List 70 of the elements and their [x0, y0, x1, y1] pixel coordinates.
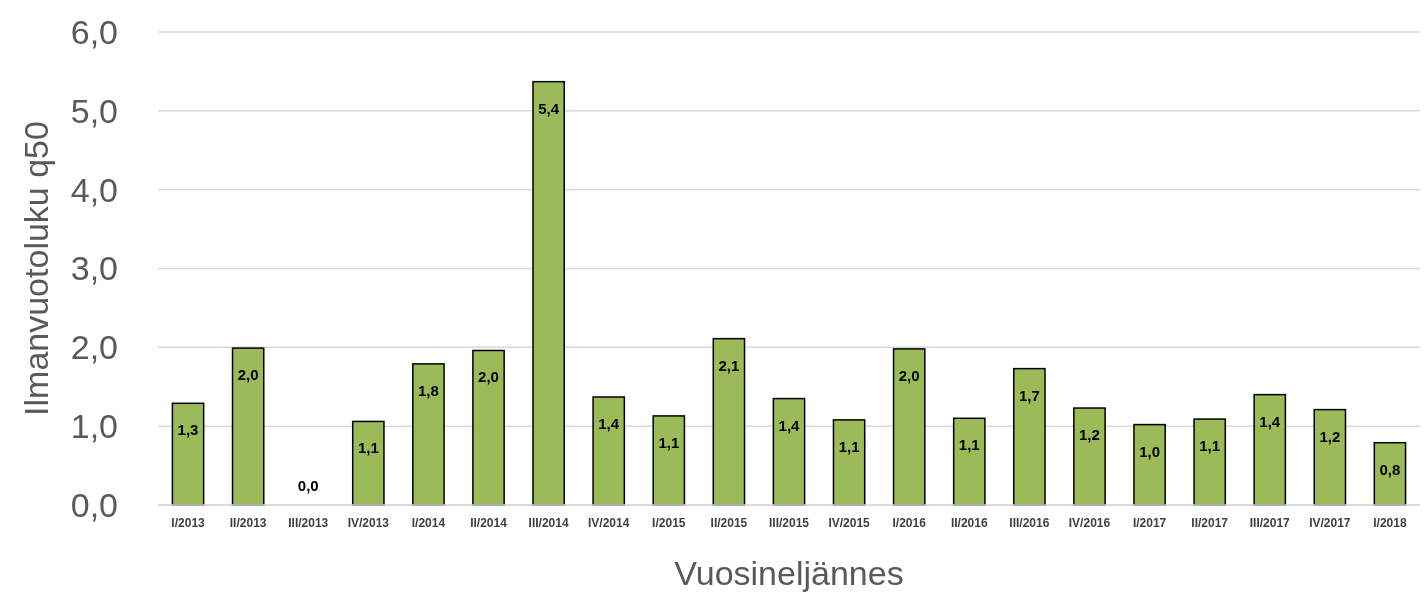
y-tick-label: 4,0 — [70, 170, 118, 209]
x-tick-label: III/2017 — [1249, 516, 1291, 530]
x-tick-label: I/2015 — [652, 516, 686, 530]
y-tick-label: 1,0 — [70, 407, 118, 446]
x-tick-label: IV/2017 — [1309, 516, 1351, 530]
data-label: 1,1 — [958, 436, 980, 454]
bar — [472, 349, 505, 506]
x-tick-label: II/2016 — [950, 516, 988, 530]
y-axis-title: Ilmanvuotoluku q50 — [17, 121, 55, 416]
bar — [892, 348, 926, 506]
data-label: 1,2 — [1319, 427, 1341, 445]
data-label: 0,0 — [297, 477, 319, 494]
x-tick-label: IV/2016 — [1068, 516, 1111, 530]
data-label: 1,1 — [1199, 437, 1221, 455]
data-label: 2,0 — [898, 366, 920, 384]
bar — [231, 347, 265, 506]
data-label: 1,4 — [778, 416, 801, 434]
bar — [171, 402, 205, 506]
x-tick-label: I/2017 — [1132, 516, 1167, 530]
x-axis-title: Vuosineljännes — [674, 554, 904, 592]
bar — [592, 396, 626, 506]
bar — [1133, 423, 1166, 506]
bar — [712, 337, 746, 506]
x-tick-label: II/2014 — [470, 516, 508, 530]
bar — [1073, 407, 1106, 506]
data-label: 2,1 — [718, 356, 740, 374]
x-tick-label: I/2013 — [171, 516, 206, 530]
bar — [1313, 408, 1347, 506]
data-label: 1,1 — [658, 433, 680, 451]
x-tick-label: II/2017 — [1191, 516, 1229, 530]
x-tick-label: IV/2013 — [347, 516, 390, 530]
data-label: 5,4 — [538, 99, 560, 117]
bar — [652, 415, 686, 506]
data-label: 1,3 — [177, 421, 199, 439]
data-label: 1,4 — [598, 415, 620, 432]
x-tick-label: III/2014 — [528, 516, 569, 530]
data-label: 2,0 — [478, 368, 499, 386]
bar — [832, 419, 866, 506]
x-tick-label: III/2016 — [1009, 516, 1050, 530]
data-label: 1,8 — [418, 381, 439, 399]
x-tick-label: III/2015 — [768, 516, 810, 530]
data-label: 1,2 — [1079, 426, 1100, 444]
data-label: 1,1 — [838, 437, 860, 455]
y-tick-label: 2,0 — [70, 328, 118, 367]
x-tick-label: IV/2014 — [588, 516, 630, 530]
data-label: 1,7 — [1018, 386, 1040, 404]
x-tick-label: IV/2015 — [828, 516, 871, 530]
y-tick-label: 6,0 — [70, 12, 118, 51]
x-tick-label: II/2015 — [710, 516, 748, 530]
data-label: 2,0 — [237, 366, 259, 384]
y-tick-label: 3,0 — [70, 249, 118, 288]
data-label: 0,8 — [1379, 460, 1401, 478]
bar — [1013, 367, 1046, 506]
bar — [1193, 418, 1227, 506]
x-tick-label: I/2014 — [411, 516, 446, 530]
bar — [1253, 393, 1287, 506]
data-label: 1,4 — [1259, 412, 1281, 430]
x-tick-label: I/2018 — [1373, 516, 1407, 530]
x-tick-label: III/2013 — [288, 516, 329, 530]
bar — [952, 417, 986, 506]
bar — [412, 363, 445, 506]
bar — [351, 420, 385, 506]
bar — [772, 397, 806, 506]
y-tick-label: 5,0 — [70, 91, 118, 130]
data-label: 1,1 — [357, 439, 379, 457]
bar — [532, 80, 565, 506]
data-label: 1,0 — [1139, 442, 1160, 460]
x-tick-label: I/2016 — [892, 516, 927, 530]
x-tick-label: II/2013 — [229, 516, 267, 530]
y-tick-label: 0,0 — [70, 485, 118, 524]
